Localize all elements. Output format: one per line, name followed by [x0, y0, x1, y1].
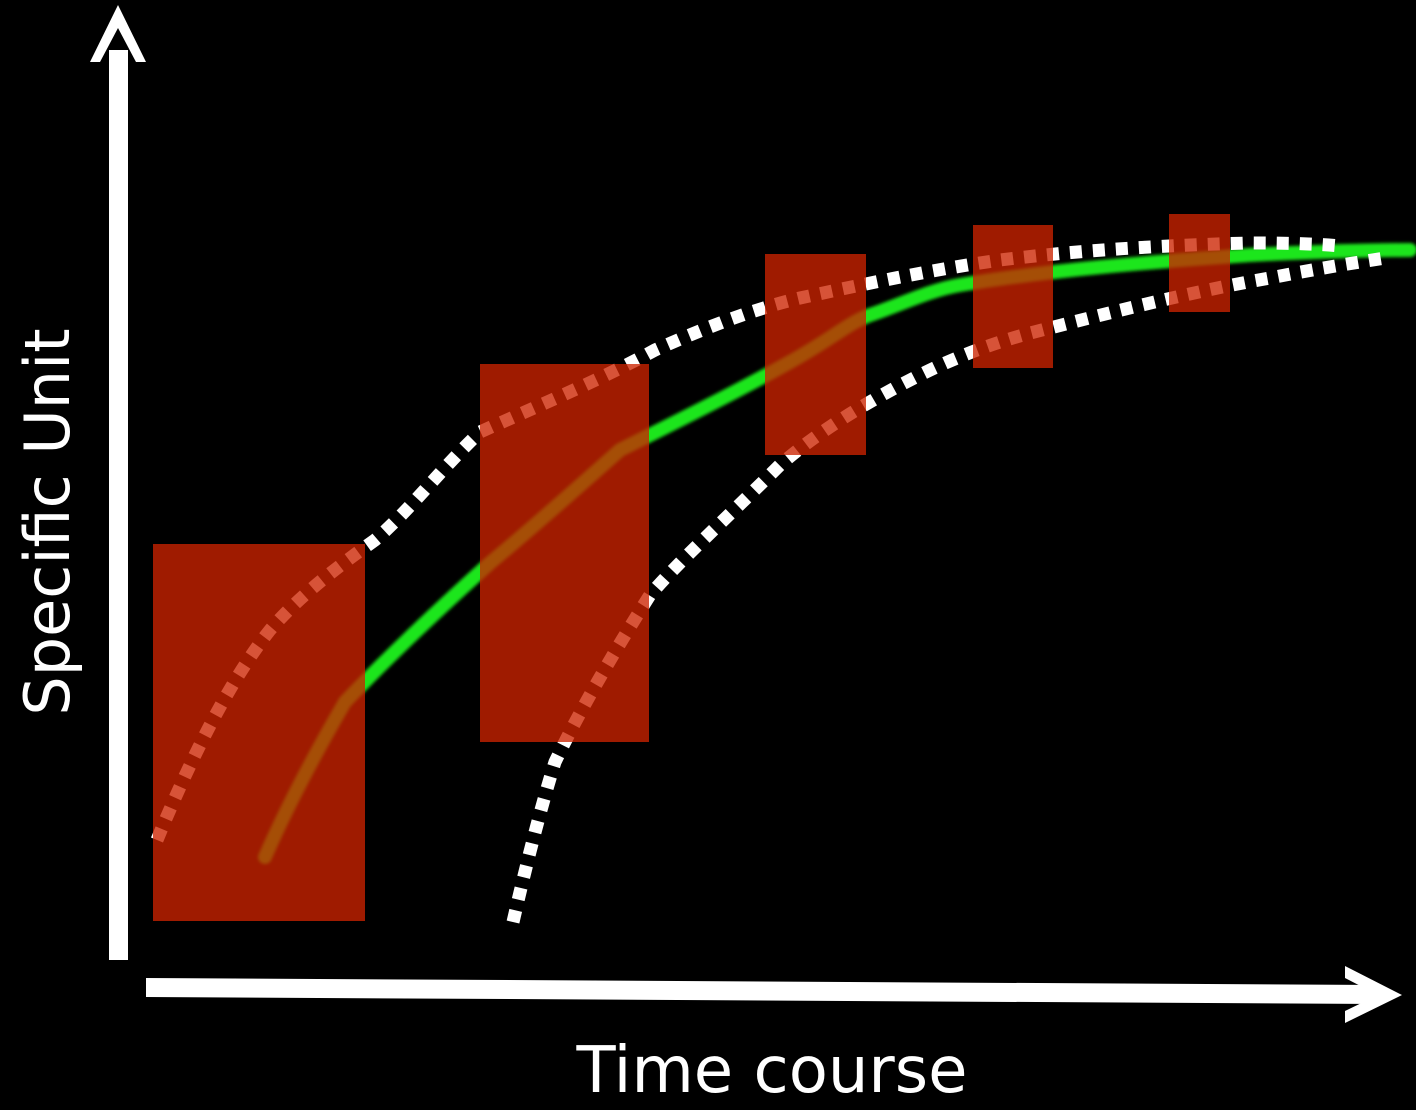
y-axis-title: Specific Unit — [11, 328, 84, 715]
range-box-3 — [765, 254, 866, 455]
horizontal-axis-arrow — [146, 966, 1402, 1023]
range-box-2 — [480, 364, 649, 742]
range-box-5 — [1169, 214, 1230, 312]
range-box-1 — [153, 544, 365, 921]
x-axis-title: Time course — [576, 1034, 968, 1108]
range-box-4 — [973, 225, 1053, 368]
vertical-axis-arrow — [90, 5, 146, 960]
